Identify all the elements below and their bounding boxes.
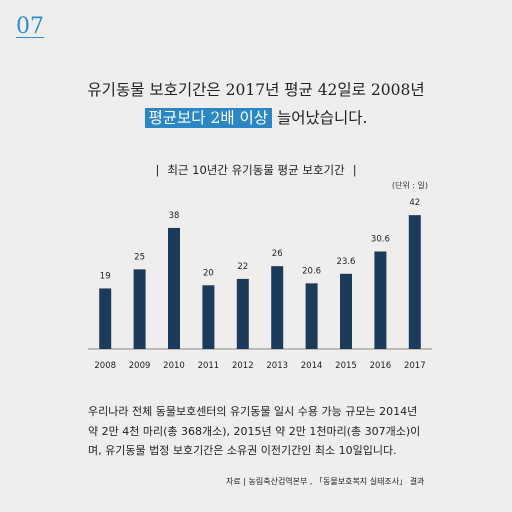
x-tick-2010: 2010 bbox=[163, 361, 185, 371]
x-tick-2011: 2011 bbox=[198, 361, 220, 371]
x-tick-2012: 2012 bbox=[232, 361, 254, 371]
headline: 유기동물 보호기간은 2017년 평균 42일로 2008년 평균보다 2배 이… bbox=[0, 76, 512, 132]
chart-title-left-bar: | bbox=[155, 163, 160, 177]
data-label-2011: 20 bbox=[203, 268, 214, 278]
page-number: 07 bbox=[16, 14, 44, 39]
bar-2014 bbox=[305, 283, 318, 349]
x-tick-2009: 2009 bbox=[129, 361, 151, 371]
data-label-2010: 38 bbox=[169, 211, 180, 221]
headline-highlight: 평균보다 2배 이상 bbox=[144, 108, 273, 128]
data-label-2015: 23.6 bbox=[337, 257, 356, 267]
data-label-2008: 19 bbox=[100, 271, 111, 281]
headline-line-2-rest: 늘어났습니다. bbox=[272, 109, 368, 127]
bar-2013 bbox=[271, 266, 284, 349]
bar-2016 bbox=[374, 251, 387, 349]
x-tick-2013: 2013 bbox=[266, 361, 288, 371]
chart-unit-label: (단위 : 일) bbox=[391, 181, 428, 190]
body-paragraph: 우리나라 전체 동물보호센터의 유기동물 일시 수용 가능 규모는 2014년 … bbox=[88, 405, 421, 457]
data-label-2014: 20.6 bbox=[302, 266, 321, 276]
x-tick-2017: 2017 bbox=[404, 361, 426, 371]
chart-title-right-bar: | bbox=[352, 163, 357, 177]
headline-line-1: 유기동물 보호기간은 2017년 평균 42일로 2008년 bbox=[87, 81, 425, 99]
bar-2017 bbox=[408, 215, 421, 349]
source-citation: 자료 | 농림축산검역본부 , 「동물보호복지 실태조사」 결과 bbox=[226, 477, 425, 486]
chart-title-text: 최근 10년간 유기동물 평균 보호기간 bbox=[167, 163, 345, 177]
chart-title: | 최근 10년간 유기동물 평균 보호기간 | bbox=[0, 162, 512, 178]
bar-2009 bbox=[133, 269, 146, 349]
bar-2011 bbox=[202, 285, 215, 349]
x-tick-2016: 2016 bbox=[370, 361, 392, 371]
bar-2008 bbox=[99, 288, 112, 349]
data-label-2009: 25 bbox=[134, 252, 145, 262]
x-tick-2008: 2008 bbox=[94, 361, 116, 371]
x-tick-2014: 2014 bbox=[301, 361, 323, 371]
data-label-2017: 42 bbox=[409, 198, 420, 208]
headline-line-2: 평균보다 2배 이상 늘어났습니다. bbox=[0, 104, 512, 132]
x-tick-2015: 2015 bbox=[335, 361, 357, 371]
data-label-2013: 26 bbox=[272, 249, 283, 259]
bar-2010 bbox=[168, 227, 180, 349]
data-label-2016: 30.6 bbox=[371, 235, 390, 245]
bar-2015 bbox=[340, 273, 352, 349]
data-label-2012: 22 bbox=[237, 262, 248, 272]
bar-2012 bbox=[236, 278, 249, 349]
